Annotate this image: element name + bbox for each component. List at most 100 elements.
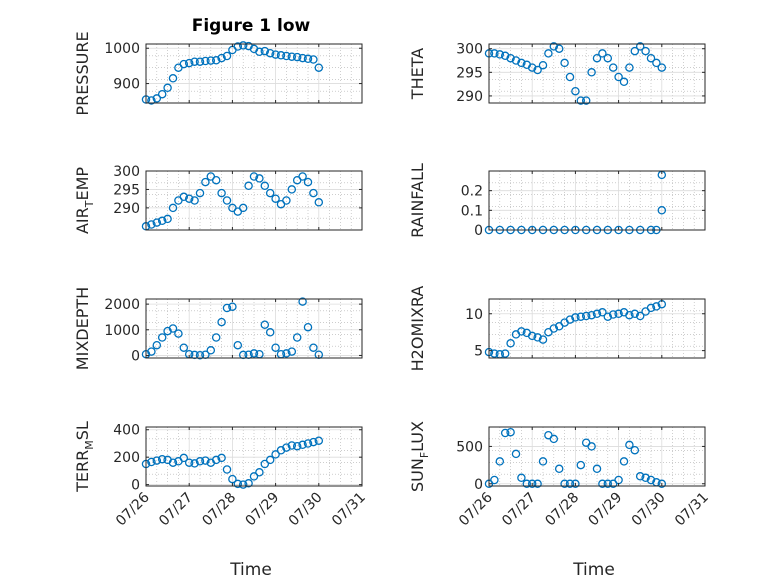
x-tick-label: 07/29 xyxy=(586,490,626,530)
subplot-third-right: 5 10 H2OMIXRA xyxy=(408,286,706,372)
data-point xyxy=(157,216,167,226)
series-markers xyxy=(141,436,324,489)
y-axis-label: RAINFALL xyxy=(408,163,427,238)
data-point xyxy=(228,302,237,311)
data-point xyxy=(206,346,216,355)
data-point xyxy=(630,46,640,56)
data-point xyxy=(538,457,548,466)
y-axis-label: MIXDEPTH xyxy=(73,287,92,370)
data-point xyxy=(152,456,162,465)
data-point xyxy=(211,175,221,185)
axes-box xyxy=(145,426,363,487)
data-point xyxy=(217,53,226,63)
data-point xyxy=(657,479,667,489)
x-tick-label: 07/31 xyxy=(329,490,369,530)
data-point xyxy=(598,308,607,317)
data-point xyxy=(217,317,226,327)
data-point xyxy=(152,218,162,227)
data-point xyxy=(581,311,591,321)
y-tick-label: 0 xyxy=(474,223,483,239)
x-tick-label: 07/30 xyxy=(629,490,669,530)
data-point xyxy=(190,459,199,468)
data-point xyxy=(222,51,232,61)
data-point xyxy=(506,339,515,348)
data-point xyxy=(625,310,634,320)
data-point xyxy=(255,468,264,477)
data-point xyxy=(201,456,210,465)
x-tick-label: 07/28 xyxy=(542,490,582,530)
data-point xyxy=(571,479,580,489)
data-point xyxy=(195,457,205,466)
y-tick-label: 1000 xyxy=(104,41,140,57)
subplot-top-right: 290 295 300 THETA xyxy=(408,42,706,105)
data-point xyxy=(271,343,280,352)
major-grid xyxy=(488,427,706,486)
data-point xyxy=(517,473,526,483)
data-point xyxy=(249,349,259,358)
minor-grid xyxy=(146,299,362,358)
data-point xyxy=(646,303,656,313)
major-grid xyxy=(145,427,363,486)
data-point xyxy=(495,50,505,59)
x-tick-label: 07/31 xyxy=(672,490,712,530)
data-point xyxy=(147,220,156,229)
data-point xyxy=(646,475,656,485)
data-point xyxy=(211,455,221,465)
data-point xyxy=(565,315,575,324)
y-axis-label: SUNFLUX xyxy=(408,421,431,492)
data-point xyxy=(157,89,167,99)
data-point xyxy=(163,214,172,224)
data-point xyxy=(635,42,645,51)
data-point xyxy=(211,333,221,342)
subplot-second-right: 0 0.1 0.2 RAINFALL xyxy=(408,163,706,239)
data-point xyxy=(506,53,515,63)
data-point xyxy=(560,58,569,68)
data-point xyxy=(217,188,226,198)
data-point xyxy=(265,455,275,465)
data-point xyxy=(652,302,661,311)
subplot-second-left: 290 295 300 AIRTEMP xyxy=(73,164,363,234)
x-tick-label: 07/29 xyxy=(243,490,283,530)
data-point xyxy=(490,49,499,58)
data-point xyxy=(184,58,194,68)
data-point xyxy=(309,188,318,198)
data-point xyxy=(233,340,243,350)
data-point xyxy=(298,172,307,181)
x-tick-label: 07/27 xyxy=(156,490,196,530)
data-point xyxy=(211,56,221,65)
data-point xyxy=(549,324,559,333)
data-point xyxy=(500,428,510,438)
y-tick-label: 2000 xyxy=(104,297,140,313)
data-point xyxy=(608,310,618,319)
data-point xyxy=(533,65,542,75)
data-point xyxy=(147,347,156,356)
x-tick-label: 07/30 xyxy=(286,490,326,530)
minor-grid xyxy=(146,427,362,486)
data-point xyxy=(190,57,199,66)
data-point xyxy=(292,52,302,62)
data-point xyxy=(554,44,564,53)
data-point xyxy=(303,439,313,448)
series-markers xyxy=(141,41,324,105)
y-axis-label: AIRTEMP xyxy=(73,167,96,234)
axes-box xyxy=(488,426,706,487)
data-point xyxy=(195,57,205,66)
y-tick-label: 0 xyxy=(131,478,140,494)
data-point xyxy=(265,328,275,337)
data-point xyxy=(222,303,232,313)
y-tick-label: 0.2 xyxy=(461,184,483,200)
y-tick-label: 0 xyxy=(131,348,140,364)
y-tick-label: 295 xyxy=(113,182,140,198)
data-point xyxy=(233,42,243,51)
y-axis-label: H2OMIXRA xyxy=(408,286,427,372)
data-point xyxy=(592,309,602,319)
data-point xyxy=(581,96,591,105)
y-axis-label: TERRMSL xyxy=(73,421,96,493)
data-point xyxy=(652,58,661,68)
subplot-top-left: 900 1000 PRESSURE xyxy=(73,31,363,116)
data-point xyxy=(168,324,178,333)
data-point xyxy=(517,327,526,336)
data-point xyxy=(490,349,499,358)
data-point xyxy=(544,49,553,58)
